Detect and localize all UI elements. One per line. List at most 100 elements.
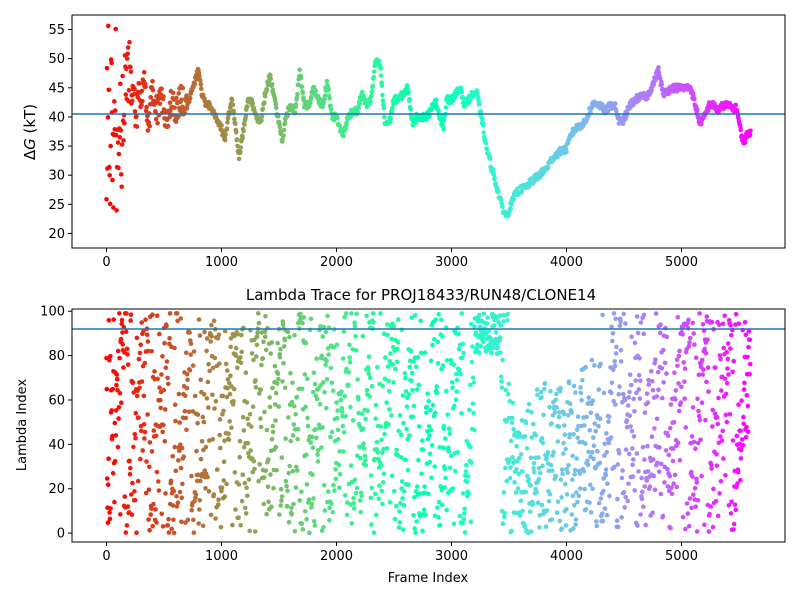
free-energy-point <box>500 204 505 210</box>
lambda-point <box>532 469 537 475</box>
lambda-point <box>701 367 706 372</box>
lambda-point <box>148 512 153 517</box>
lambda-point <box>206 361 211 367</box>
lambda-point <box>602 441 607 447</box>
free-energy-point <box>613 101 618 106</box>
free-energy-point <box>341 133 346 139</box>
lambda-point <box>128 465 133 471</box>
free-energy-y-tick-label: 30 <box>48 169 65 184</box>
lambda-point <box>502 510 507 516</box>
lambda-point <box>245 441 251 446</box>
lambda-point <box>733 322 738 327</box>
lambda-point <box>123 530 129 535</box>
lambda-point <box>534 387 540 392</box>
lambda-point <box>600 518 606 524</box>
lambda-point <box>257 391 262 396</box>
lambda-point <box>171 489 177 494</box>
lambda-point <box>582 423 587 428</box>
lambda-point <box>669 485 674 490</box>
lambda-point <box>286 415 291 420</box>
lambda-point <box>515 486 521 491</box>
lambda-point <box>718 434 723 439</box>
lambda-point <box>163 365 169 371</box>
lambda-point <box>590 486 595 492</box>
lambda-point <box>594 523 599 529</box>
free-energy-point <box>313 88 319 94</box>
lambda-point <box>254 342 260 348</box>
lambda-point <box>386 422 391 427</box>
lambda-point <box>264 427 270 433</box>
lambda-point <box>270 429 276 435</box>
lambda-point <box>656 387 661 393</box>
lambda-point <box>216 497 221 503</box>
lambda-point <box>741 387 747 392</box>
free-energy-point <box>509 202 514 207</box>
free-energy-point <box>123 92 129 97</box>
lambda-point <box>715 421 721 427</box>
lambda-point <box>237 454 242 460</box>
lambda-point <box>632 409 637 414</box>
lambda-point <box>285 488 290 494</box>
lambda-point <box>443 475 448 481</box>
lambda-point <box>613 351 619 356</box>
lambda-point <box>691 439 697 445</box>
free-energy-point <box>355 109 361 115</box>
lambda-point <box>704 314 710 319</box>
lambda-point <box>388 351 393 356</box>
free-energy-point <box>327 96 332 101</box>
lambda-point <box>522 524 527 530</box>
free-energy-point <box>645 95 650 101</box>
lambda-point <box>200 523 206 529</box>
lambda-point <box>304 516 309 522</box>
lambda-point <box>589 357 595 363</box>
lambda-point <box>674 484 680 490</box>
lambda-point <box>119 317 125 323</box>
lambda-point <box>651 473 656 479</box>
lambda-point <box>517 513 523 518</box>
lambda-point <box>714 463 720 469</box>
free-energy-point <box>126 88 132 93</box>
lambda-point <box>150 312 155 318</box>
lambda-x-tick-label: 0 <box>102 549 110 564</box>
lambda-point <box>184 372 190 377</box>
lambda-point <box>188 341 194 347</box>
lambda-point <box>340 423 346 429</box>
free-energy-point <box>651 82 657 87</box>
lambda-point <box>263 347 269 353</box>
lambda-point <box>363 463 369 468</box>
lambda-point <box>602 453 607 458</box>
lambda-point <box>266 499 271 505</box>
lambda-point <box>134 335 140 341</box>
free-energy-point <box>294 95 300 100</box>
lambda-point <box>565 470 571 476</box>
lambda-point <box>660 513 666 519</box>
lambda-point <box>606 414 612 420</box>
lambda-point <box>720 321 726 327</box>
lambda-point <box>233 507 238 512</box>
lambda-point <box>132 489 137 494</box>
lambda-point <box>405 467 411 473</box>
lambda-point <box>252 466 257 472</box>
lambda-point <box>355 453 360 459</box>
lambda-point <box>516 455 522 461</box>
lambda-point <box>736 321 742 327</box>
lambda-point <box>258 387 264 393</box>
lambda-point <box>564 467 569 472</box>
lambda-point <box>353 490 359 496</box>
lambda-point <box>314 435 319 441</box>
lambda-axes-frame <box>71 308 786 543</box>
lambda-point <box>419 471 424 477</box>
lambda-point <box>387 500 393 505</box>
lambda-point <box>598 361 603 367</box>
lambda-point <box>315 459 321 464</box>
free-energy-y-tick-label: 55 <box>48 23 65 38</box>
free-energy-point <box>742 140 748 145</box>
lambda-point <box>577 486 583 491</box>
lambda-point <box>615 496 620 502</box>
lambda-point <box>678 400 684 405</box>
free-energy-point <box>112 99 117 104</box>
lambda-point <box>464 479 470 485</box>
free-energy-point <box>480 123 486 128</box>
lambda-point <box>303 404 308 410</box>
lambda-point <box>210 392 215 398</box>
